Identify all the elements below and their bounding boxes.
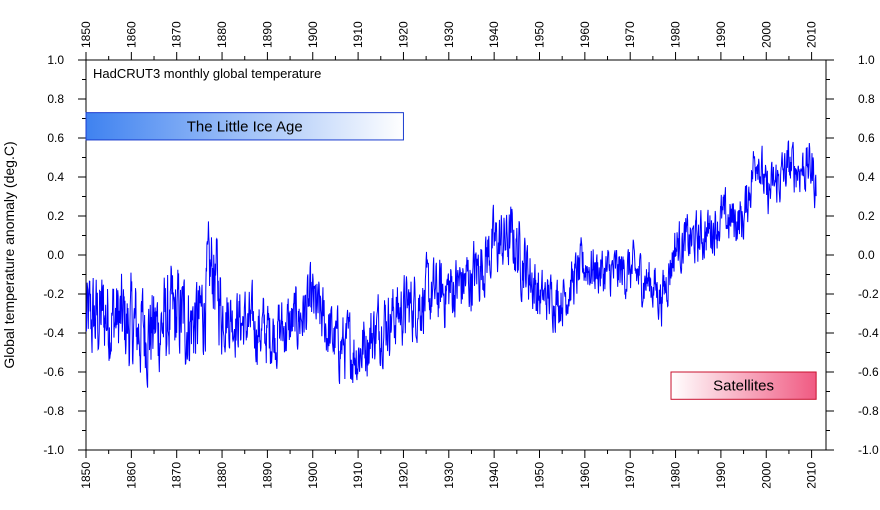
x-tick-label-top: 1880 bbox=[215, 21, 229, 48]
x-tick-label-top: 1980 bbox=[669, 21, 683, 48]
x-tick-label-bottom: 2000 bbox=[759, 462, 773, 489]
y-tick-label-left: -0.8 bbox=[43, 404, 64, 418]
y-tick-label-left: -0.6 bbox=[43, 365, 64, 379]
y-tick-label-right: 0.4 bbox=[858, 170, 875, 184]
y-tick-label-right: -0.6 bbox=[858, 365, 879, 379]
x-tick-label-top: 1940 bbox=[487, 21, 501, 48]
x-tick-label-bottom: 1990 bbox=[714, 462, 728, 489]
x-tick-label-bottom: 1950 bbox=[533, 462, 547, 489]
annotation-box-fill bbox=[670, 371, 817, 400]
x-tick-label-bottom: 1930 bbox=[442, 462, 456, 489]
y-tick-label-right: 0.8 bbox=[858, 92, 875, 106]
y-tick-label-right: -0.8 bbox=[858, 404, 879, 418]
little-ice-age-box: The Little Ice Age bbox=[85, 112, 404, 141]
tick-labels: 1850 1850 1860 1860 1870 1870 1880 1880 1890 1890… bbox=[43, 21, 879, 489]
x-tick-label-bottom: 1960 bbox=[578, 462, 592, 489]
y-tick-label-right: 0.2 bbox=[858, 209, 875, 223]
annotation-label: The Little Ice Age bbox=[187, 118, 303, 135]
y-tick-label-right: 1.0 bbox=[858, 53, 875, 67]
x-tick-label-bottom: 1910 bbox=[351, 462, 365, 489]
x-tick-label-top: 1910 bbox=[351, 21, 365, 48]
y-tick-label-right: -0.2 bbox=[858, 287, 879, 301]
y-tick-label-left: 1.0 bbox=[47, 53, 64, 67]
x-tick-label-bottom: 1920 bbox=[396, 462, 410, 489]
x-tick-label-top: 1920 bbox=[396, 21, 410, 48]
y-tick-label-right: 0.0 bbox=[858, 248, 875, 262]
x-tick-label-bottom: 1940 bbox=[487, 462, 501, 489]
y-axis-title: Global temperature anomaly (deg.C) bbox=[1, 141, 17, 368]
y-tick-label-left: -1.0 bbox=[43, 443, 64, 457]
x-tick-label-bottom: 1970 bbox=[623, 462, 637, 489]
x-tick-label-top: 1850 bbox=[79, 21, 93, 48]
y-tick-label-left: -0.4 bbox=[43, 326, 64, 340]
annotations: The Little Ice Age Satellites bbox=[85, 112, 817, 400]
x-tick-label-top: 1930 bbox=[442, 21, 456, 48]
annotation-box-fill bbox=[85, 112, 404, 141]
y-tick-label-right: 0.6 bbox=[858, 131, 875, 145]
x-tick-label-bottom: 1870 bbox=[170, 462, 184, 489]
x-tick-label-bottom: 2010 bbox=[805, 462, 819, 489]
x-tick-label-bottom: 1890 bbox=[260, 462, 274, 489]
x-tick-label-top: 1900 bbox=[306, 21, 320, 48]
x-tick-label-bottom: 1880 bbox=[215, 462, 229, 489]
x-tick-label-top: 1860 bbox=[124, 21, 138, 48]
satellites-box: Satellites bbox=[670, 371, 817, 400]
x-tick-label-top: 2000 bbox=[759, 21, 773, 48]
axis-ticks bbox=[78, 52, 834, 458]
chart-title: HadCRUT3 monthly global temperature bbox=[93, 66, 321, 81]
y-tick-label-left: 0.6 bbox=[47, 131, 64, 145]
y-tick-label-left: -0.2 bbox=[43, 287, 64, 301]
x-tick-label-top: 1960 bbox=[578, 21, 592, 48]
temperature-series-line bbox=[86, 140, 817, 388]
y-tick-label-left: 0.2 bbox=[47, 209, 64, 223]
x-tick-label-bottom: 1900 bbox=[306, 462, 320, 489]
x-tick-label-top: 2010 bbox=[805, 21, 819, 48]
y-tick-label-right: -1.0 bbox=[858, 443, 879, 457]
x-tick-label-bottom: 1850 bbox=[79, 462, 93, 489]
x-tick-label-top: 1990 bbox=[714, 21, 728, 48]
x-tick-label-top: 1890 bbox=[260, 21, 274, 48]
annotation-label: Satellites bbox=[713, 378, 774, 395]
x-tick-label-top: 1950 bbox=[533, 21, 547, 48]
y-tick-label-left: 0.8 bbox=[47, 92, 64, 106]
y-tick-label-left: 0.4 bbox=[47, 170, 64, 184]
y-tick-label-left: 0.0 bbox=[47, 248, 64, 262]
x-tick-label-top: 1970 bbox=[623, 21, 637, 48]
x-tick-label-bottom: 1980 bbox=[669, 462, 683, 489]
y-tick-label-right: -0.4 bbox=[858, 326, 879, 340]
x-tick-label-top: 1870 bbox=[170, 21, 184, 48]
x-tick-label-bottom: 1860 bbox=[124, 462, 138, 489]
